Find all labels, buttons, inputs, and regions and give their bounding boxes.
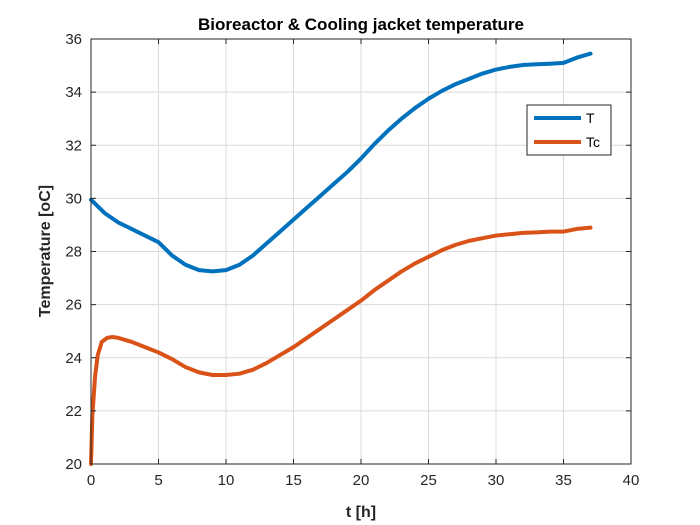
y-tick-label: 28: [65, 244, 82, 261]
series-line-t: [89, 51, 593, 274]
x-tick-label: 40: [623, 472, 640, 489]
y-tick-label: 32: [65, 137, 82, 154]
y-tick-label: 34: [65, 84, 82, 101]
chart-title: Bioreactor & Cooling jacket temperature: [198, 15, 524, 34]
grid-lines: [91, 39, 631, 464]
legend-label-t: T: [586, 110, 595, 126]
y-tick-label: 26: [65, 297, 82, 314]
x-tick-label: 5: [154, 472, 162, 489]
x-tick-label: 15: [285, 472, 302, 489]
legend-label-tc: Tc: [586, 134, 600, 150]
x-tick-label: 35: [555, 472, 572, 489]
x-tick-label: 25: [420, 472, 437, 489]
y-tick-label: 36: [65, 31, 82, 48]
x-tick-label: 10: [218, 472, 235, 489]
y-tick-label: 30: [65, 190, 82, 207]
series-line-tc: [89, 225, 593, 466]
y-tick-label: 22: [65, 403, 82, 420]
y-tick-label: 24: [65, 350, 82, 367]
y-axis-title: Temperature [oC]: [37, 185, 54, 317]
axis-ticks: 0 5 10 15 20 25 30 35 40 20 22 24 26 28 30 32 34 36: [65, 31, 639, 489]
y-tick-label: 20: [65, 456, 82, 473]
x-tick-label: 30: [488, 472, 505, 489]
legend: T Tc: [526, 104, 612, 156]
x-tick-label: 0: [87, 472, 95, 489]
series-lines: [89, 51, 593, 466]
x-axis-title: t [h]: [346, 504, 376, 521]
legend-box: [526, 104, 612, 156]
x-tick-label: 20: [353, 472, 370, 489]
